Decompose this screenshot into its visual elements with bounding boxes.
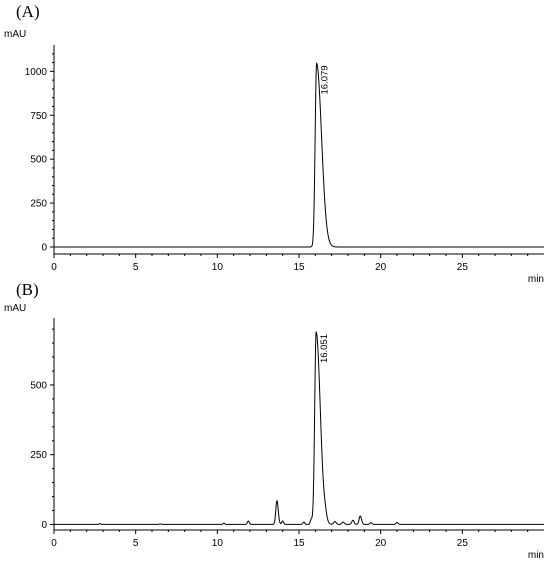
x-tick-label-b: 15 bbox=[293, 538, 305, 549]
chromatogram-plot-a: 0 250 500 750 1000 0 5 10 15 20 25 min 16.079 bbox=[25, 45, 544, 285]
y-tick-label-a: 500 bbox=[30, 155, 47, 166]
y-axis-unit-a: mAU bbox=[4, 29, 27, 40]
y-tick-label-b: 500 bbox=[30, 380, 47, 391]
x-tick-label-a: 25 bbox=[457, 262, 469, 273]
panel-label-b: (B) bbox=[16, 280, 39, 299]
y-tick-label-a: 250 bbox=[30, 199, 47, 210]
x-tick-label-b: 0 bbox=[51, 538, 57, 549]
y-tick-label-a: 1000 bbox=[25, 67, 48, 78]
x-axis-unit-a: min bbox=[528, 274, 544, 285]
chromatogram-trace-b bbox=[54, 331, 544, 525]
x-tick-label-b: 5 bbox=[133, 538, 139, 549]
y-axis-unit-b: mAU bbox=[4, 303, 27, 314]
panel-label-a: (A) bbox=[16, 2, 40, 21]
y-tick-label-b: 0 bbox=[41, 520, 47, 531]
x-tick-label-a: 5 bbox=[133, 262, 139, 273]
peak-label-b: 16.051 bbox=[319, 334, 330, 363]
chromatogram-trace-a bbox=[54, 62, 544, 248]
x-tick-label-b: 20 bbox=[375, 538, 387, 549]
x-tick-label-a: 10 bbox=[212, 262, 224, 273]
chromatogram-panel-a: (A) mAU 0 250 500 750 1000 0 5 10 15 20 25 min 16.07… bbox=[0, 0, 550, 285]
y-tick-label-a: 750 bbox=[30, 111, 47, 122]
x-axis-unit-b: min bbox=[528, 550, 544, 561]
x-tick-label-b: 10 bbox=[212, 538, 224, 549]
x-tick-label-a: 15 bbox=[293, 262, 305, 273]
x-tick-label-a: 0 bbox=[51, 262, 57, 273]
y-tick-label-a: 0 bbox=[41, 242, 47, 253]
x-tick-label-a: 20 bbox=[375, 262, 387, 273]
y-tick-label-b: 250 bbox=[30, 450, 47, 461]
peak-label-a: 16.079 bbox=[320, 65, 331, 94]
chromatogram-plot-b: 0 250 500 0 5 10 15 20 25 min 16.051 bbox=[30, 318, 544, 561]
x-tick-label-b: 25 bbox=[457, 538, 469, 549]
chromatogram-panel-b: (B) mAU 0 250 500 0 5 10 15 20 25 min 16.051 bbox=[0, 280, 550, 561]
